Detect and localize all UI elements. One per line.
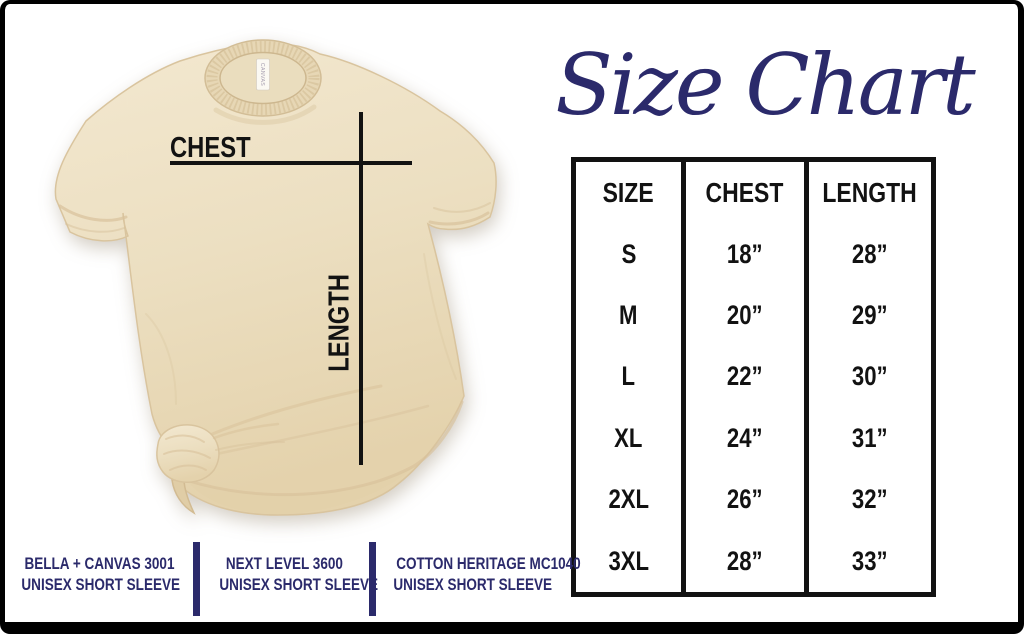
- right-sleeve-cuff: [433, 202, 491, 213]
- product-style: UNISEX SHORT SLEEVE: [219, 576, 379, 594]
- knot-pleat: [215, 441, 285, 451]
- knot-fold: [169, 464, 207, 471]
- left-sleeve-cuff: [58, 204, 128, 222]
- size-table-column-size: SIZE S M L XL 2XL 3XL: [576, 162, 687, 592]
- product-name: NEXT LEVEL 3600: [225, 555, 344, 573]
- length-cell: 31”: [851, 422, 888, 453]
- chest-cell: 26”: [726, 484, 763, 515]
- chest-measure-text: CHEST: [170, 132, 251, 164]
- chest-measure-label: CHEST: [170, 132, 268, 165]
- collar-ribbing: [206, 41, 320, 115]
- length-cell: 30”: [851, 361, 888, 392]
- product-divider: [193, 542, 200, 616]
- length-cell: 29”: [851, 300, 888, 331]
- size-cell: S: [621, 238, 636, 269]
- product-style: UNISEX SHORT SLEEVE: [393, 576, 553, 594]
- size-cell: L: [621, 361, 636, 392]
- column-header-chest: CHEST: [705, 176, 784, 208]
- tshirt-fold: [196, 404, 430, 460]
- product-label-next-level: NEXT LEVEL 3600 UNISEX SHORT SLEEVE: [202, 554, 379, 596]
- length-cell: 33”: [851, 545, 888, 576]
- size-table: SIZE S M L XL 2XL 3XL CHEST 18” 20” 22” …: [571, 157, 936, 597]
- chest-measure-line: [170, 161, 412, 165]
- tshirt-fold: [145, 313, 177, 405]
- tshirt-fold: [192, 384, 383, 444]
- chest-cell: 22”: [726, 361, 763, 392]
- left-sleeve-cuff: [65, 223, 125, 233]
- chest-cell: 28”: [726, 545, 763, 576]
- product-label-cotton-heritage: COTTON HERITAGE MC1040 UNISEX SHORT SLEE…: [376, 554, 581, 596]
- length-measure-line: [359, 112, 363, 465]
- product-style: UNISEX SHORT SLEEVE: [21, 576, 181, 594]
- product-divider: [369, 542, 376, 616]
- product-name: COTTON HERITAGE MC1040: [396, 555, 581, 573]
- page-title: Size Chart: [555, 36, 975, 134]
- product-label-bella-canvas: BELLA + CANVAS 3001 UNISEX SHORT SLEEVE: [4, 554, 194, 596]
- tshirt-fold: [423, 253, 457, 380]
- knot-fold: [163, 449, 211, 459]
- length-cell: 28”: [851, 238, 888, 269]
- chest-cell: 20”: [726, 300, 763, 331]
- chest-cell: 24”: [726, 422, 763, 453]
- knot-pleat: [212, 422, 280, 440]
- tshirt-photo: CANVAS: [54, 39, 497, 516]
- tshirt-knot-tail: [171, 478, 196, 515]
- size-table-column-chest: CHEST 18” 20” 22” 24” 26” 28”: [686, 162, 809, 592]
- size-cell: 2XL: [608, 484, 649, 515]
- length-cell: 32”: [851, 484, 888, 515]
- collar-shadow: [213, 104, 317, 125]
- length-measure-label: LENGTH: [324, 263, 356, 383]
- collar-tag: [256, 58, 270, 91]
- chest-cell: 18”: [726, 238, 763, 269]
- size-cell: 3XL: [608, 545, 649, 576]
- tshirt-hem-shadow: [186, 466, 414, 514]
- column-header-length: LENGTH: [822, 176, 917, 208]
- product-name: BELLA + CANVAS 3001: [23, 555, 175, 573]
- knot-fold: [165, 434, 205, 443]
- size-table-column-length: LENGTH 28” 29” 30” 31” 32” 33”: [809, 162, 931, 592]
- size-cell: XL: [614, 422, 643, 453]
- column-header-size: SIZE: [603, 176, 655, 208]
- tshirt-hem-line: [184, 400, 464, 497]
- right-sleeve-cuff: [428, 211, 490, 226]
- length-measure-text: LENGTH: [323, 273, 356, 372]
- collar-tag-text: CANVAS: [259, 63, 265, 86]
- size-cell: M: [619, 300, 638, 331]
